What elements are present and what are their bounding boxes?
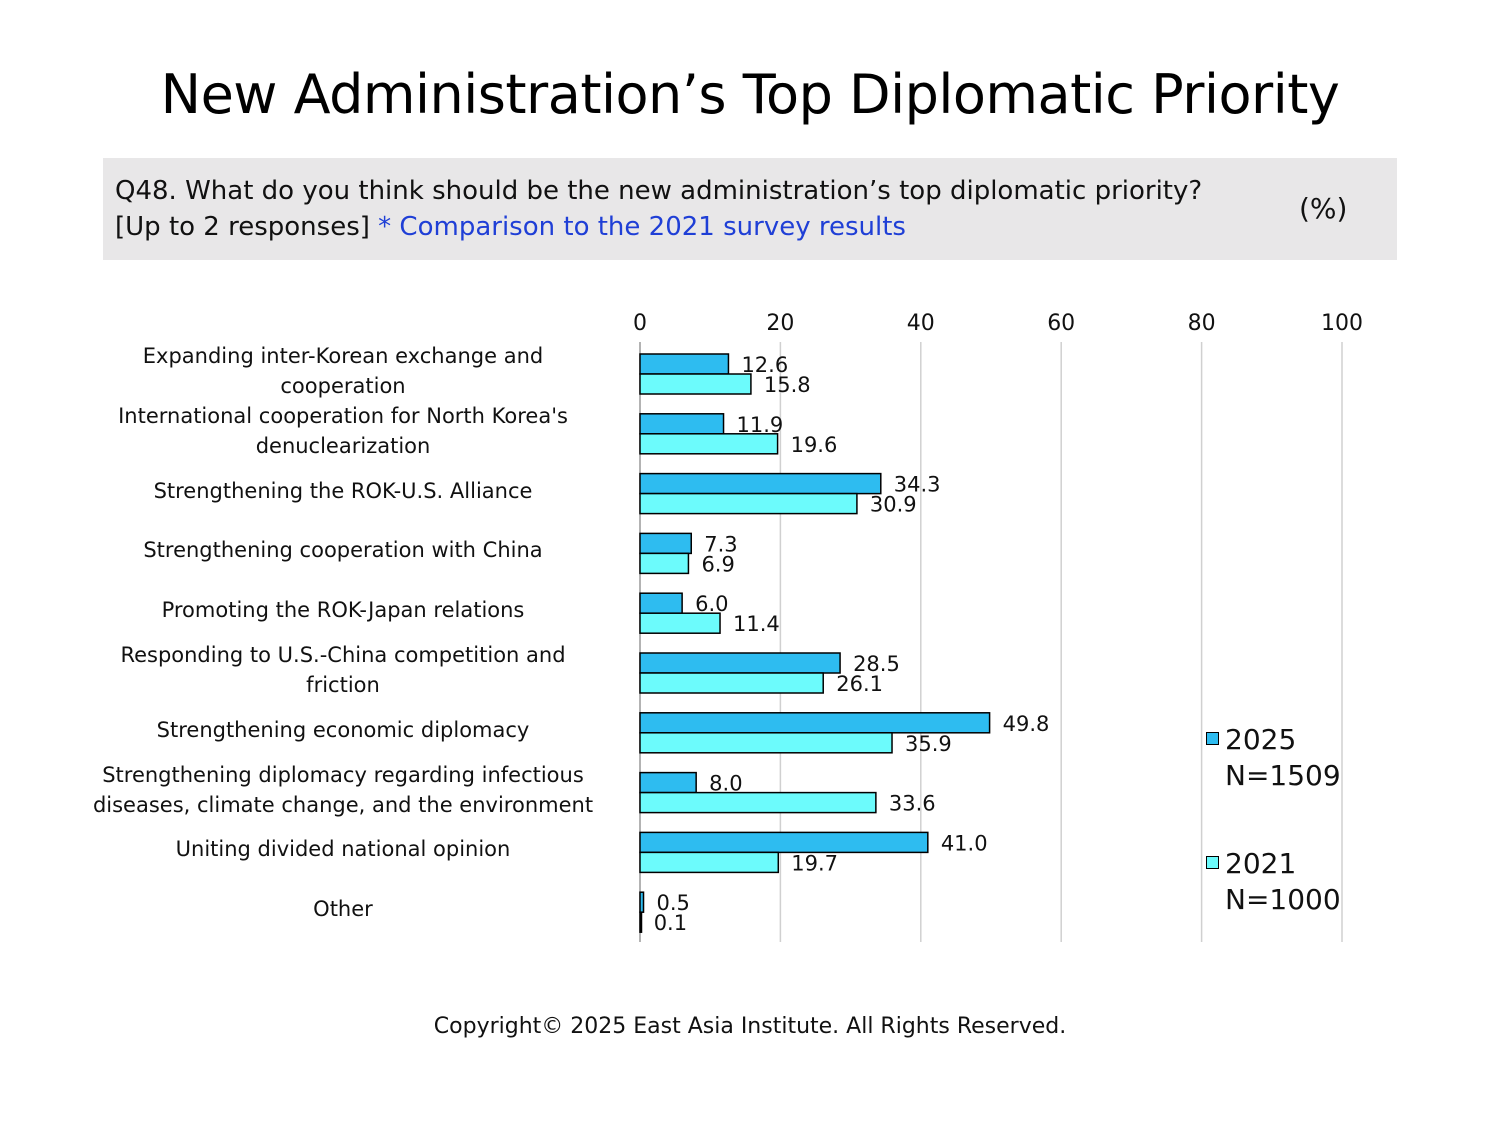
- data-label-2021: 0.1: [654, 911, 687, 935]
- bar-2021: [639, 851, 780, 874]
- category-label: Promoting the ROK-Japan relations: [161, 598, 525, 623]
- legend-year-2021: 2021: [1225, 847, 1297, 880]
- data-label-2025: 6.0: [695, 592, 728, 616]
- bar-2021: [639, 552, 690, 575]
- bar-2021: [639, 911, 643, 933]
- bar-2021: [639, 732, 893, 754]
- bar-2025: [639, 831, 929, 854]
- category-label: International cooperation for North Kore…: [118, 403, 568, 458]
- legend-swatch-2021: [1206, 855, 1219, 869]
- legend-swatch-2025: [1206, 731, 1219, 745]
- bar-2021: [639, 791, 877, 814]
- data-label-2025: 7.3: [704, 532, 737, 556]
- bar-2021: [639, 433, 779, 455]
- category-label: Expanding inter-Korean exchange and coope…: [142, 344, 544, 398]
- data-label-2021: 35.9: [905, 732, 952, 756]
- bar-2025: [639, 891, 645, 913]
- data-label-2021: 19.7: [791, 851, 838, 875]
- data-label-2025: 49.8: [1003, 712, 1050, 736]
- unit-label: (%): [1299, 192, 1348, 225]
- bar-2021: [639, 373, 752, 395]
- bar-2025: [639, 652, 841, 674]
- question-text: Q48. What do you think should be the new…: [115, 176, 1203, 206]
- bar-2025: [639, 532, 692, 555]
- question-subtext: [Up to 2 responses] * Comparison to the …: [115, 209, 906, 245]
- legend-item-2021: 2021 N=1000: [1206, 846, 1341, 918]
- data-label-2021: 6.9: [701, 552, 734, 576]
- x-tick-label: 20: [766, 311, 794, 336]
- legend-n-2021: N=1000: [1225, 883, 1341, 916]
- response-limit: [Up to 2 responses]: [115, 212, 370, 242]
- data-label-2021: 19.6: [791, 433, 838, 457]
- data-label-2021: 26.1: [836, 672, 883, 696]
- data-label-2025: 11.9: [737, 413, 784, 437]
- category-label: Strengthening the ROK-U.S. Alliance: [153, 478, 533, 503]
- data-label-2021: 15.8: [764, 373, 811, 397]
- bar-2025: [639, 592, 683, 614]
- bar-2025: [639, 712, 991, 734]
- x-tick-label: 40: [907, 311, 935, 336]
- category-label: Strengthening diplomacy regarding infect…: [92, 762, 594, 817]
- bar-2025: [639, 472, 882, 495]
- x-tick-label: 60: [1047, 311, 1075, 336]
- data-label-2025: 34.3: [894, 473, 941, 497]
- data-label-2025: 12.6: [741, 353, 788, 377]
- legend-year-2025: 2025: [1225, 723, 1297, 756]
- bar-2021: [639, 672, 824, 694]
- data-label-2025: 8.0: [709, 772, 742, 796]
- x-tick-label: 0: [633, 311, 647, 336]
- data-label-2025: 28.5: [853, 652, 900, 676]
- bar-2025: [639, 353, 730, 375]
- question-box: Q48. What do you think should be the new…: [103, 158, 1397, 260]
- legend-item-2025: 2025 N=1509: [1206, 722, 1341, 794]
- bar-2025: [639, 771, 697, 794]
- data-label-2021: 11.4: [733, 612, 780, 636]
- legend-n-2025: N=1509: [1225, 759, 1341, 792]
- category-label: Strengthening cooperation with China: [143, 538, 543, 563]
- chart-title: New Administration’s Top Diplomatic Prio…: [160, 63, 1340, 126]
- category-label: Uniting divided national opinion: [175, 837, 511, 862]
- bar-2021: [639, 492, 858, 515]
- bar-2025: [639, 413, 725, 435]
- copyright-notice: Copyright© 2025 East Asia Institute. All…: [433, 1014, 1067, 1039]
- data-label-2021: 30.9: [870, 493, 917, 517]
- data-label-2025: 41.0: [941, 831, 988, 855]
- x-tick-label: 80: [1188, 311, 1216, 336]
- bar-2021: [639, 612, 721, 634]
- category-label: Responding to U.S.-China competition and…: [120, 643, 566, 697]
- data-label-2021: 33.6: [889, 792, 936, 816]
- category-label: Other: [313, 897, 373, 922]
- comparison-note: * Comparison to the 2021 survey results: [378, 212, 906, 242]
- category-label: Strengthening economic diplomacy: [156, 717, 530, 742]
- x-tick-label: 100: [1321, 311, 1363, 336]
- data-label-2025: 0.5: [657, 891, 690, 915]
